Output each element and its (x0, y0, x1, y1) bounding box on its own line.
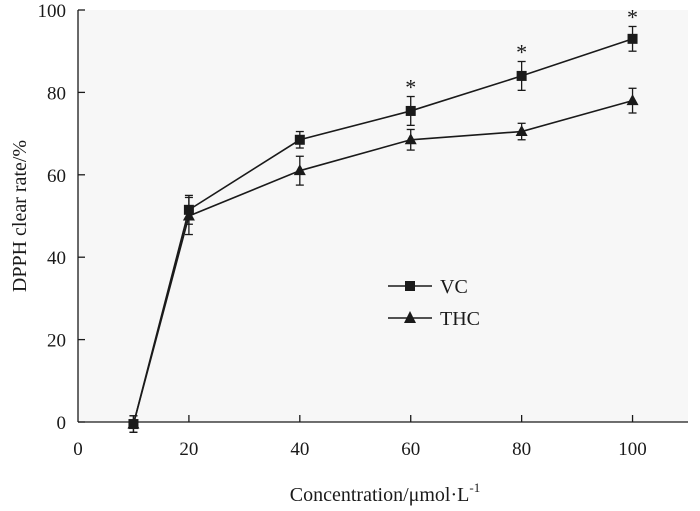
series-thc (127, 87, 639, 433)
y-tick-label: 20 (47, 331, 66, 352)
data-point-thc (182, 209, 195, 221)
data-point-thc (293, 164, 306, 176)
x-tick-label: 0 (73, 439, 83, 460)
y-tick-label: 100 (38, 1, 67, 22)
significance-mark: * (627, 4, 638, 29)
data-point-vc (516, 70, 527, 81)
series-line-thc (132, 99, 633, 425)
data-point-vc (627, 33, 638, 44)
x-tick-label: 60 (401, 439, 420, 460)
data-point-thc (515, 125, 528, 137)
significance-mark: * (405, 75, 416, 100)
y-tick-label: 60 (47, 166, 66, 187)
data-point-vc (405, 105, 416, 116)
data-point-thc (404, 133, 417, 145)
series-layer: * * * (127, 4, 639, 433)
x-tick-label: 100 (618, 439, 647, 460)
x-tick-label: 40 (290, 439, 309, 460)
legend-label-thc: THC (440, 308, 480, 330)
data-point-thc (127, 417, 140, 429)
data-point-vc (294, 134, 305, 145)
y-tick-label: 80 (47, 83, 66, 104)
significance-mark: * (516, 40, 527, 65)
x-axis-title-superscript: -1 (469, 480, 480, 495)
legend-marker-vc (405, 281, 415, 291)
legend-label-vc: VC (440, 276, 468, 298)
x-axis-title: Concentration/μmol·L-1 (290, 480, 480, 506)
y-axis-title: DPPH clear rate/% (9, 140, 31, 292)
data-point-thc (626, 94, 639, 106)
y-tick-label: 40 (47, 248, 66, 269)
legend: VC THC (388, 276, 480, 330)
series-line-vc (132, 38, 633, 425)
x-tick-label: 20 (179, 439, 198, 460)
x-axis-title-main: Concentration/μmol·L (290, 484, 470, 506)
y-tick-label: 0 (57, 413, 67, 434)
plot-area (78, 10, 688, 422)
x-tick-label: 80 (512, 439, 531, 460)
axis-ticks: 0 20 40 60 80 100 0 20 40 60 80 100 (38, 1, 647, 460)
legend-marker-thc (404, 311, 416, 323)
